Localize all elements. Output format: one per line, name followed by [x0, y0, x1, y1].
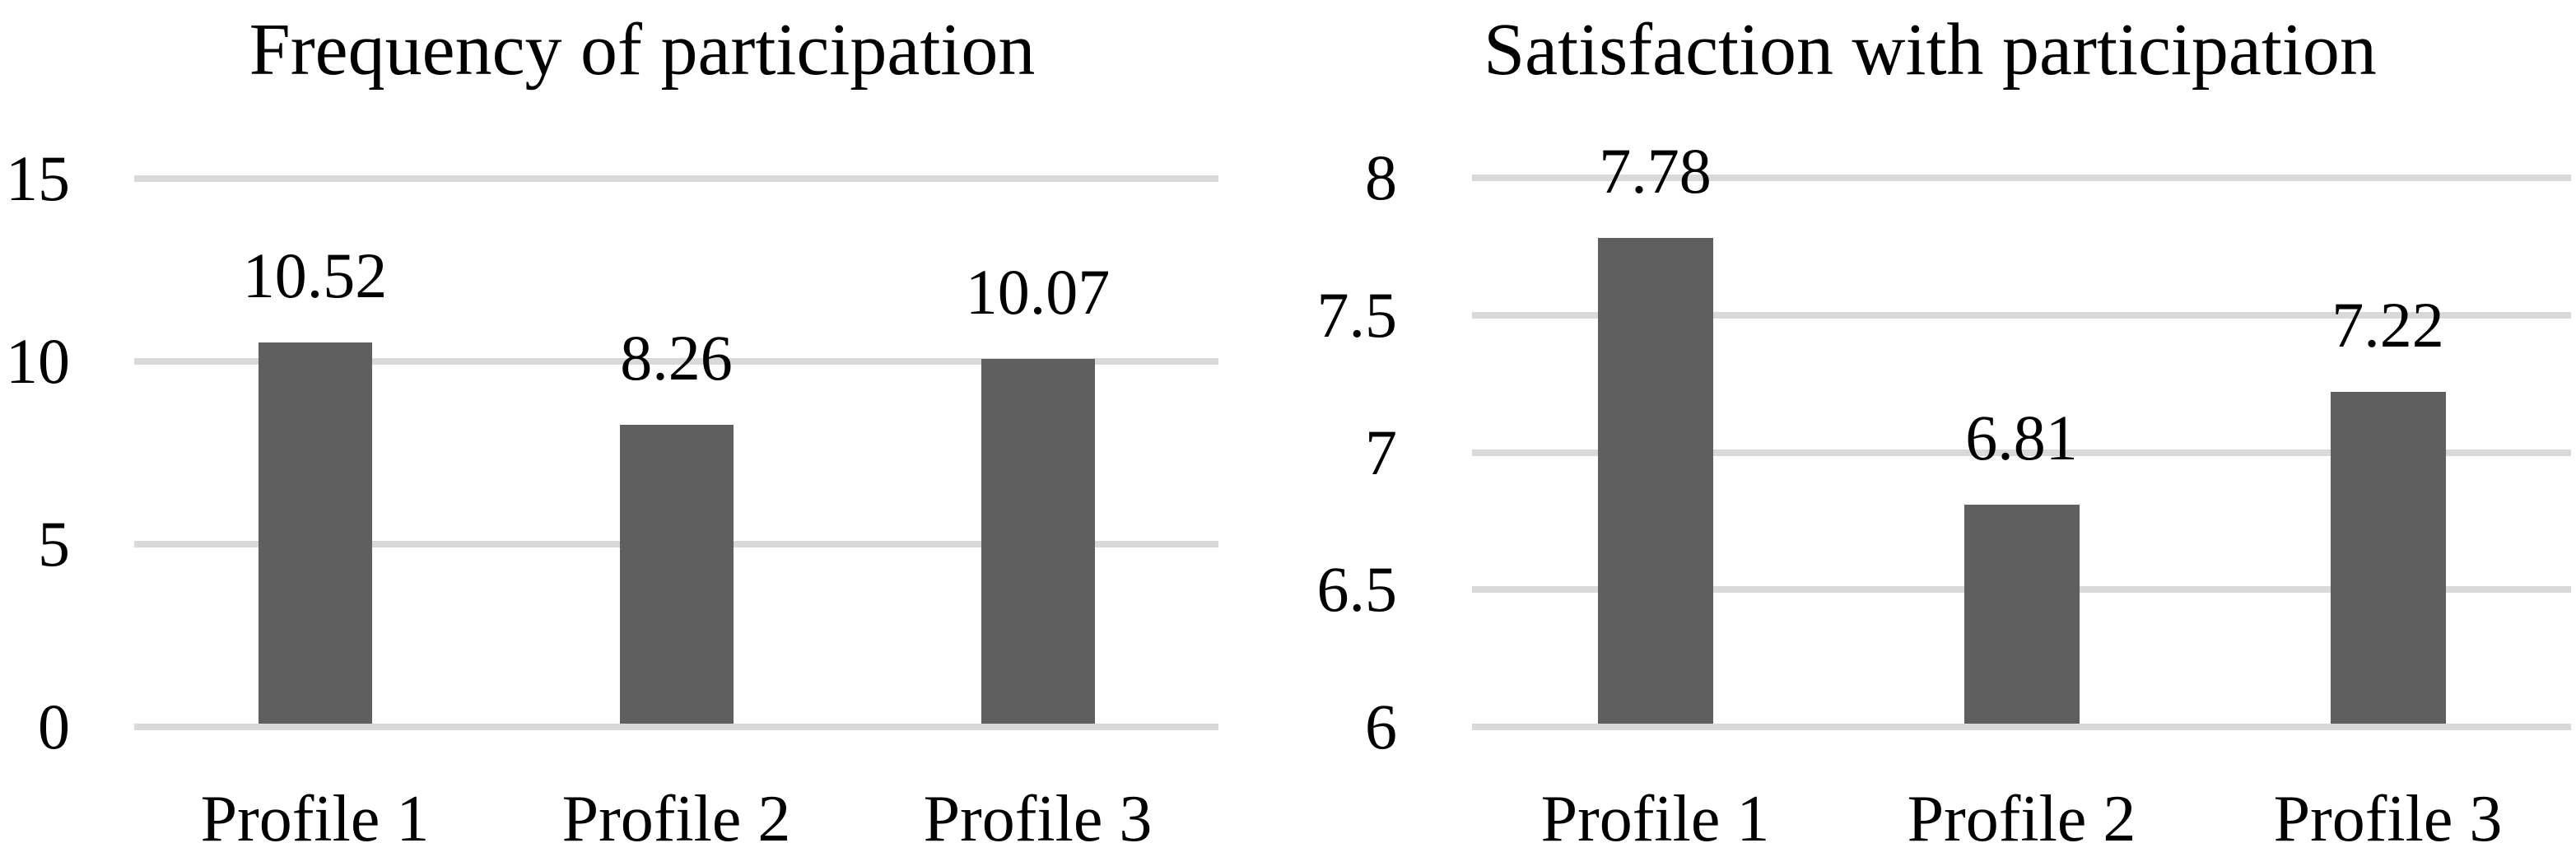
gridline-y-0	[134, 724, 1218, 730]
bar-profile-3	[981, 358, 1095, 724]
bar-profile-2	[1963, 504, 2080, 724]
plot-area: 10.52 8.26 10.07	[134, 175, 1218, 730]
chart-title: Satisfaction with participation	[1484, 9, 2377, 91]
y-axis-tick-label: 15	[6, 142, 70, 214]
gridline-y-7	[1472, 449, 2571, 456]
x-axis-category-label-profile-3: Profile 3	[923, 783, 1153, 855]
y-axis-tick-label: 6.5	[1316, 553, 1398, 626]
gridline-y-10	[134, 358, 1218, 365]
bar-profile-1	[258, 342, 372, 724]
bar-profile-3	[2330, 392, 2446, 724]
data-label-profile-2: 8.26	[620, 322, 733, 394]
bar-profile-1	[1597, 238, 1713, 724]
gridline-y-8	[1472, 175, 2571, 181]
x-axis-category-label-profile-1: Profile 1	[200, 783, 430, 855]
bar-profile-2	[619, 425, 734, 724]
x-axis-category-label-profile-2: Profile 2	[561, 783, 791, 855]
data-label-profile-1: 10.52	[242, 239, 388, 311]
y-axis-tick-label: 10	[6, 325, 70, 397]
data-label-profile-1: 7.78	[1599, 135, 1712, 207]
y-axis-tick-label: 6	[1365, 691, 1397, 762]
gridline-y-6	[1472, 724, 2571, 730]
x-axis-category-label-profile-2: Profile 2	[1907, 783, 2136, 855]
gridline-y-15	[134, 175, 1218, 182]
chart-title: Frequency of participation	[249, 9, 1036, 91]
chart-satisfaction-with-participation: Satisfaction with participation 7.78 6.81…	[1284, 0, 2576, 857]
data-label-profile-3: 7.22	[2331, 289, 2444, 361]
y-axis-tick-label: 5	[38, 508, 70, 580]
x-axis-category-label-profile-1: Profile 1	[1540, 783, 1770, 855]
data-label-profile-3: 10.07	[965, 255, 1111, 328]
y-axis-tick-label: 0	[38, 691, 70, 762]
chart-frequency-of-participation: Frequency of participation 10.52 8.26 10.0…	[0, 0, 1284, 857]
y-axis-tick-label: 7.5	[1316, 278, 1398, 351]
x-axis-category-label-profile-3: Profile 3	[2273, 783, 2503, 855]
data-label-profile-2: 6.81	[1965, 401, 2078, 473]
y-axis-tick-label: 8	[1365, 142, 1397, 213]
plot-area: 7.78 6.81 7.22	[1472, 139, 2571, 730]
gridline-y-7.5	[1472, 311, 2571, 319]
y-axis-tick-label: 7	[1365, 416, 1397, 488]
